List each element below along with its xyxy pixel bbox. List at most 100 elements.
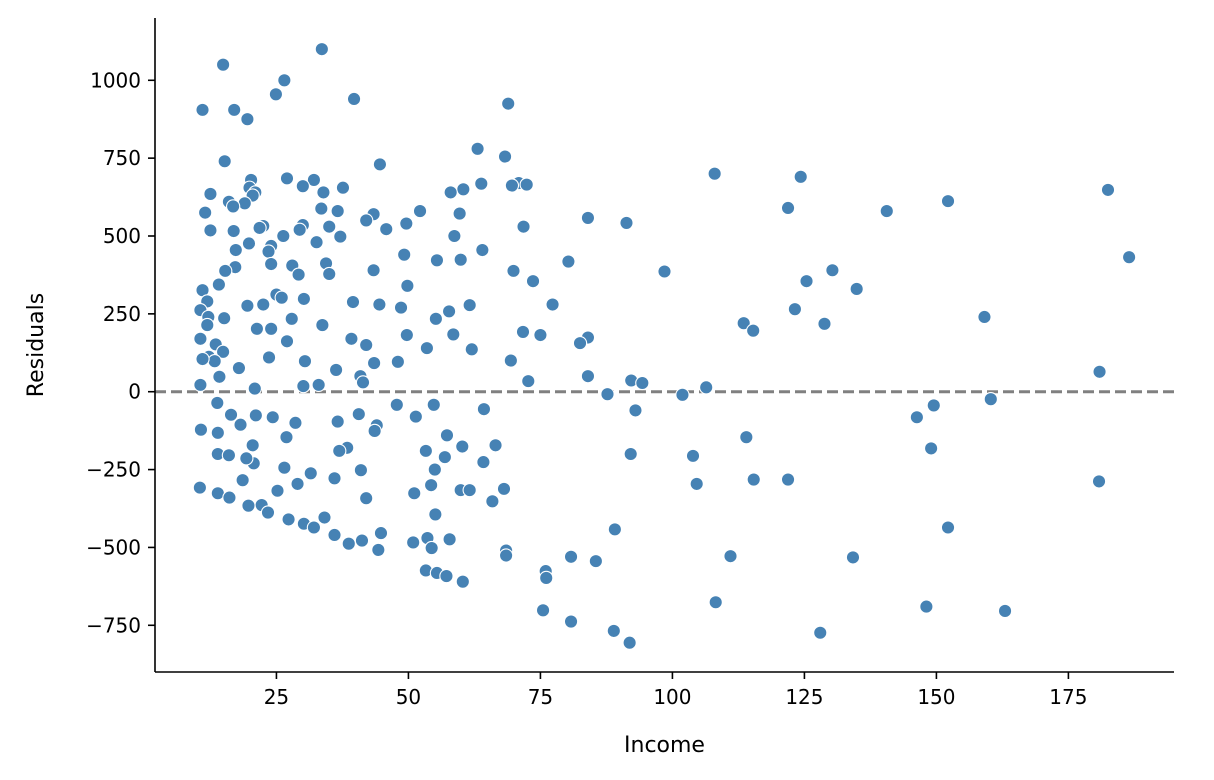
data-point — [845, 550, 861, 565]
data-point — [359, 213, 374, 228]
data-point — [354, 533, 370, 548]
data-point — [311, 377, 326, 393]
data-point — [355, 375, 371, 390]
data-point — [327, 471, 342, 486]
data-point — [462, 482, 477, 498]
data-point — [813, 625, 828, 640]
data-point — [279, 171, 295, 186]
data-point — [314, 201, 329, 216]
data-point — [1092, 364, 1107, 379]
axes-layer — [154, 18, 1174, 673]
data-point — [515, 324, 531, 340]
data-point — [919, 599, 934, 614]
data-point — [397, 247, 412, 262]
data-point — [389, 397, 404, 412]
x-tick-label: 25 — [264, 685, 289, 709]
data-point — [210, 425, 225, 440]
data-point — [322, 266, 337, 282]
data-point — [279, 334, 295, 349]
data-point — [372, 157, 388, 172]
data-point — [780, 472, 796, 487]
data-point — [203, 223, 218, 238]
data-point — [366, 355, 382, 371]
data-point — [345, 294, 361, 310]
data-point — [746, 472, 761, 487]
data-point — [406, 535, 421, 550]
data-point — [240, 298, 255, 313]
data-point — [439, 568, 454, 584]
data-point — [261, 350, 277, 365]
data-point — [497, 149, 513, 164]
data-point — [455, 574, 470, 589]
data-point — [708, 595, 723, 610]
data-point — [249, 321, 265, 336]
data-point — [657, 264, 672, 279]
data-point — [619, 215, 634, 231]
data-point — [210, 395, 225, 411]
data-point — [453, 252, 468, 267]
data-point — [521, 373, 536, 389]
data-point — [424, 540, 439, 556]
y-tick-label: 0 — [128, 380, 141, 404]
points-layer — [192, 41, 1137, 650]
y-tick-label: −250 — [86, 458, 141, 482]
data-point — [926, 398, 941, 413]
data-point — [399, 216, 414, 231]
data-point — [192, 480, 208, 495]
data-point — [452, 206, 467, 221]
y-tick-label: 1000 — [90, 68, 141, 92]
data-point — [215, 57, 231, 72]
data-point — [245, 438, 260, 453]
data-point — [940, 193, 956, 209]
data-point — [519, 177, 534, 192]
data-point — [274, 290, 289, 305]
data-point — [428, 311, 444, 326]
data-point — [237, 196, 252, 211]
x-tick-label: 100 — [653, 685, 691, 709]
data-point — [739, 430, 754, 445]
data-point — [419, 340, 435, 356]
data-point — [217, 154, 232, 169]
data-point — [227, 102, 242, 118]
data-point — [195, 351, 210, 367]
data-point — [909, 410, 925, 425]
data-point — [426, 397, 441, 412]
data-point — [423, 477, 439, 493]
data-point — [428, 507, 443, 522]
data-point — [193, 377, 208, 393]
data-point — [606, 623, 621, 639]
y-tick-label: 500 — [103, 224, 141, 248]
data-point — [780, 200, 796, 216]
data-point — [200, 317, 215, 333]
data-point — [501, 96, 516, 111]
data-point — [366, 263, 381, 278]
x-tick-label: 125 — [785, 685, 823, 709]
data-point — [442, 532, 457, 547]
data-point — [240, 112, 255, 127]
data-point — [635, 375, 650, 391]
data-point — [198, 205, 213, 220]
x-tick-label: 150 — [917, 685, 955, 709]
x-tick-label: 175 — [1049, 685, 1087, 709]
data-point — [799, 274, 814, 289]
data-point — [443, 185, 458, 200]
data-point — [1100, 182, 1116, 198]
data-point — [330, 203, 345, 219]
data-point — [623, 446, 638, 462]
data-point — [264, 321, 279, 336]
data-point — [351, 406, 366, 422]
data-point — [309, 235, 324, 250]
data-point — [475, 242, 490, 258]
data-point — [223, 407, 239, 422]
data-point — [241, 498, 256, 513]
data-point — [561, 254, 576, 269]
data-point — [195, 102, 210, 118]
data-point — [1091, 474, 1107, 489]
y-ticks: −750 −500 −250 0 250 500 750 1000 — [86, 68, 155, 637]
data-point — [545, 297, 560, 312]
data-point — [367, 423, 382, 439]
data-point — [256, 297, 271, 312]
data-point — [212, 369, 227, 384]
data-point — [462, 297, 477, 313]
data-point — [346, 91, 362, 107]
